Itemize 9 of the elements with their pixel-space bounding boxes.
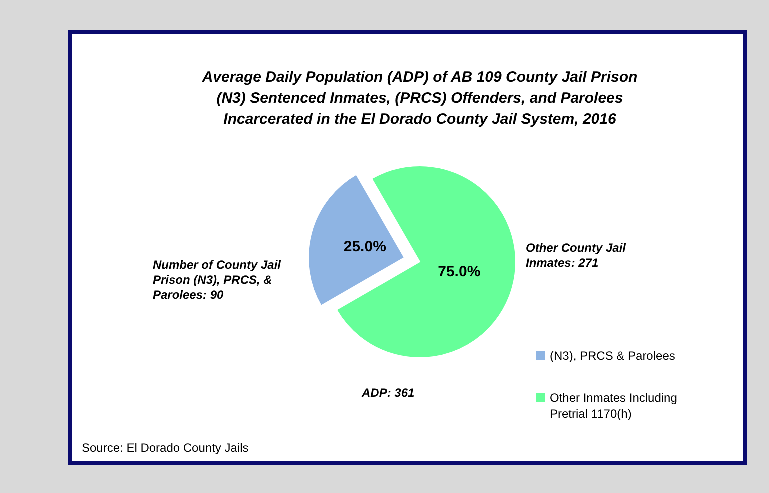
legend-label: Other Inmates Including Pretrial 1170(h) — [550, 391, 678, 421]
data-label: 25.0% — [344, 238, 386, 256]
data-label: 75.0% — [438, 264, 481, 281]
text: Number of County Jail Prison (N3), PRCS, & Parolees: 90 — [153, 258, 282, 302]
chart-title: Average Daily Population (ADP) of AB 109 County Jail Prison (N3) Sentenced Inmates, (PRCS) Offenders, and Parolees Incarcerated in the El Dorado County Jail System, 2016 — [201, 69, 638, 128]
legend-label: (N3), PRCS & Parolees — [550, 349, 676, 363]
source-note: Source: El Dorado County Jails — [82, 441, 249, 455]
text: Other County Jail Inmates: 271 — [526, 241, 627, 270]
text: ADP: 361 — [361, 386, 416, 400]
